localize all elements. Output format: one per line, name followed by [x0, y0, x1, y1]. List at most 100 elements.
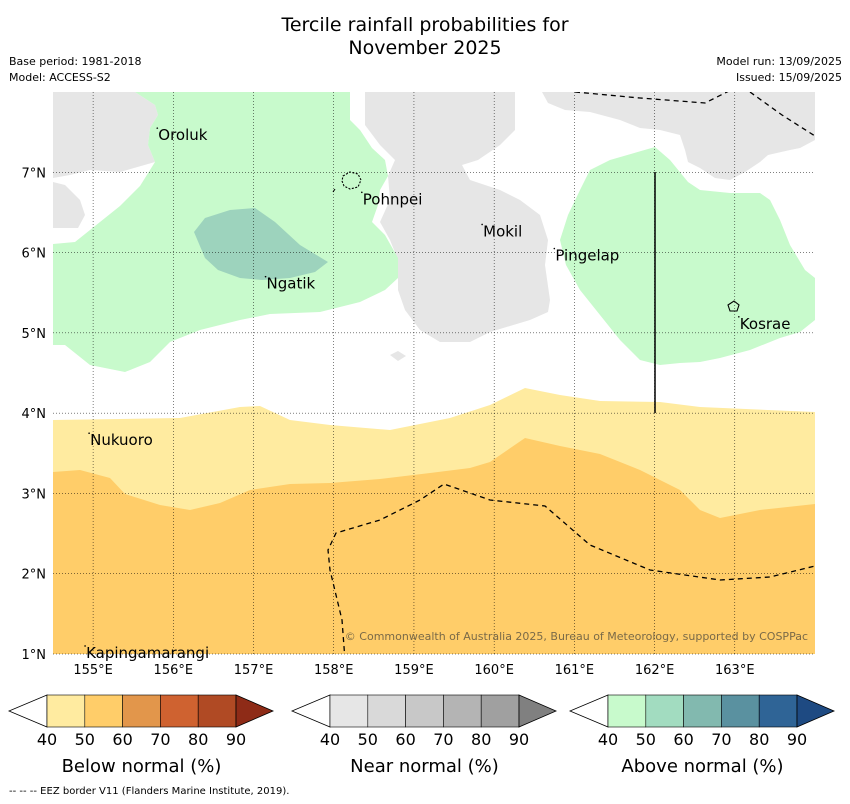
legend-tick-label: 80	[471, 730, 491, 749]
legend-swatch	[645, 694, 684, 728]
near-normal-region-northeast	[542, 92, 815, 180]
base-info: Base period: 1981-2018 Model: ACCESS-S2	[9, 54, 141, 86]
place-label: Pingelap	[555, 247, 619, 265]
latitude-ticks: 1°N 2°N 3°N 4°N 5°N 6°N 7°N	[22, 166, 47, 663]
lat-tick-label: 2°N	[22, 568, 47, 583]
legend-arrow-right	[796, 694, 836, 728]
lon-tick-label: 161°E	[555, 663, 595, 678]
legend-tick-label: 60	[395, 730, 415, 749]
legend-tick-label: 70	[150, 730, 170, 749]
pohnpei-island-outline	[341, 171, 362, 190]
lon-tick-label: 157°E	[234, 663, 274, 678]
legend-swatch	[607, 694, 647, 728]
title-line-2: November 2025	[348, 37, 502, 59]
legend-arrow-right	[518, 694, 558, 728]
legend-tick-label: 60	[112, 730, 132, 749]
legend-swatch	[405, 694, 444, 728]
legend-swatch	[329, 694, 369, 728]
legend-swatch	[443, 694, 482, 728]
legend-tick-label: 80	[749, 730, 769, 749]
place-label: Kapingamarangi	[86, 644, 209, 662]
kosrae-island-outline	[727, 300, 740, 312]
legend-swatch	[683, 694, 722, 728]
legend-swatch	[758, 694, 798, 728]
place-marker	[156, 127, 159, 129]
pohnpei-reef-mark	[332, 188, 336, 193]
legend-colorbar: 40 50 60 70 80 90 Near normal (%)	[290, 694, 558, 777]
legend-tick-label: 90	[509, 730, 529, 749]
lat-tick-label: 3°N	[22, 487, 47, 502]
near-normal-region-central	[365, 92, 550, 342]
place-marker	[481, 223, 483, 226]
legend-tick-label: 40	[37, 730, 57, 749]
place-marker	[264, 275, 267, 278]
near-normal-region-west-small	[53, 182, 85, 228]
legend-tick-label: 50	[636, 730, 656, 749]
lat-tick-label: 4°N	[22, 407, 47, 422]
probability-map	[53, 92, 815, 654]
near-normal-region-north	[53, 92, 158, 178]
lon-tick-label: 159°E	[394, 663, 434, 678]
place-label: Nukuoro	[90, 431, 153, 449]
place-label: Kosrae	[740, 315, 791, 333]
legend-tick-label: 70	[433, 730, 453, 749]
legend-swatch	[721, 694, 760, 728]
legend-tick-label: 40	[320, 730, 340, 749]
lon-tick-label: 158°E	[314, 663, 354, 678]
legend-title: Near normal (%)	[350, 756, 499, 777]
lon-tick-label: 163°E	[715, 663, 755, 678]
legend-arrow-right	[235, 694, 275, 728]
place-marker	[738, 316, 740, 318]
eez-borders	[327, 92, 815, 654]
gridlines	[53, 92, 815, 655]
legend-arrow-left	[568, 694, 609, 728]
legend-swatch	[197, 694, 237, 728]
place-label: Ngatik	[267, 275, 316, 293]
legend-tick-label: 50	[358, 730, 378, 749]
eez-border-north	[574, 92, 729, 104]
place-label: Oroluk	[158, 126, 207, 144]
below-normal-60-islet	[316, 529, 338, 536]
place-label: Mokil	[483, 222, 522, 240]
title-line-1: Tercile rainfall probabilities for	[281, 14, 569, 36]
longitude-ticks: 155°E 156°E 157°E 158°E 159°E 160°E 161°E 162°E…	[73, 663, 754, 678]
place-label: Pohnpei	[363, 190, 423, 208]
legend-swatch	[46, 694, 86, 728]
legend-tick-label: 90	[226, 730, 246, 749]
run-info: Model run: 13/09/2025 Issued: 15/09/2025	[716, 54, 842, 86]
place-marker	[84, 645, 86, 647]
legend-swatch	[122, 694, 161, 728]
place-labels: Oroluk Pohnpei Mokil Pingelap Ngatik Kosrae Nu…	[84, 126, 790, 662]
lon-tick-label: 162°E	[635, 663, 675, 678]
legend-arrow-left	[290, 694, 331, 728]
base-period: Base period: 1981-2018	[9, 55, 142, 68]
copyright-note: © Commonwealth of Australia 2025, Bureau…	[345, 630, 808, 643]
place-marker	[361, 191, 363, 194]
legend-swatch	[84, 694, 123, 728]
lat-tick-label: 5°N	[22, 327, 47, 342]
legend-title: Above normal (%)	[621, 756, 783, 777]
eez-border-northeast	[749, 92, 815, 137]
legend-arrow-left	[7, 694, 48, 728]
place-marker	[88, 432, 90, 435]
legend-tick-label: 40	[598, 730, 618, 749]
legend-tick-label: 90	[787, 730, 807, 749]
above-normal-60-region	[194, 208, 328, 280]
model-run-date: Model run: 13/09/2025	[716, 55, 842, 68]
issued-date: Issued: 15/09/2025	[735, 71, 842, 84]
map-title: Tercile rainfall probabilities for Novem…	[0, 14, 850, 60]
lon-tick-label: 155°E	[73, 663, 113, 678]
lat-tick-label: 6°N	[22, 247, 47, 262]
legend-tick-label: 80	[188, 730, 208, 749]
lon-tick-label: 160°E	[474, 663, 514, 678]
lat-tick-label: 1°N	[22, 648, 47, 663]
legend-swatch	[367, 694, 406, 728]
legend-tick-label: 60	[673, 730, 693, 749]
above-normal-region-east	[560, 147, 815, 365]
eez-border-south	[327, 483, 815, 654]
near-normal-region-islet	[390, 351, 406, 361]
